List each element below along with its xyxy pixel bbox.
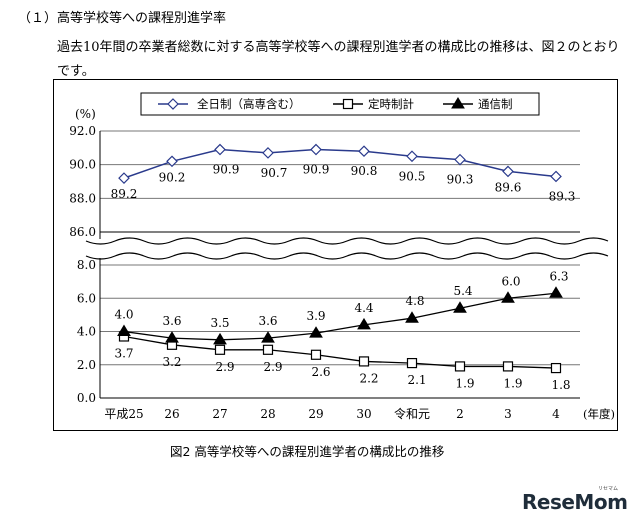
legend-marker — [451, 97, 465, 109]
series-teijisei-point — [502, 361, 514, 372]
series-tsushinsei-point — [165, 331, 179, 343]
series-teijisei-point — [310, 349, 322, 360]
series-zennichisei-data-label: 90.3 — [447, 173, 474, 187]
x-tick-label: 平成25 — [104, 407, 143, 421]
legend-marker — [167, 98, 179, 110]
series-zennichisei-point — [550, 170, 562, 183]
x-tick-label: 令和元 — [394, 406, 430, 421]
series-teijisei-data-label: 3.7 — [114, 346, 133, 360]
x-axis-unit: (年度) — [583, 407, 615, 421]
series-zennichisei-point — [214, 143, 226, 156]
series-zennichisei-data-label: 90.9 — [213, 163, 240, 177]
series-tsushinsei-point — [309, 326, 323, 338]
series-tsushinsei-data-label: 6.3 — [549, 269, 568, 283]
upper-y-tick-label: 92.0 — [69, 124, 96, 138]
legend-label: 通信制 — [478, 97, 513, 111]
lower-y-tick-label: 6.0 — [77, 291, 96, 305]
series-tsushinsei-point — [213, 332, 227, 345]
series-teijisei-data-label: 2.2 — [359, 371, 378, 385]
series-tsushinsei-data-label: 3.9 — [306, 309, 325, 323]
series-tsushinsei-point — [549, 286, 563, 298]
series-zennichisei-data-label: 90.2 — [159, 170, 186, 184]
x-tick-label: 26 — [164, 407, 179, 421]
series-zennichisei-line — [123, 148, 557, 179]
series-teijisei-data-label: 1.9 — [503, 376, 522, 390]
x-tick-label: 29 — [308, 407, 323, 421]
logo-subtext: リセマム — [598, 486, 619, 492]
figure-caption: 図2 高等学校等への課程別進学者の構成比の推移 — [170, 444, 445, 459]
series-teijisei-point — [406, 357, 418, 369]
series-zennichisei-point — [502, 165, 514, 178]
section-heading: （１）高等学校等への課程別進学率 — [18, 11, 227, 26]
series-zennichisei-point — [310, 143, 322, 156]
series-teijisei-line — [123, 335, 557, 369]
series-tsushinsei-data-label: 6.0 — [501, 274, 520, 288]
series-tsushinsei-line — [123, 292, 557, 341]
series-teijisei-point — [214, 344, 226, 355]
series-teijisei-data-label: 1.8 — [551, 378, 570, 392]
upper-y-tick-label: 88.0 — [69, 191, 96, 205]
series-teijisei-point — [454, 361, 466, 372]
series-tsushinsei-data-label: 4.0 — [114, 308, 133, 322]
series-tsushinsei-data-label: 3.6 — [258, 314, 277, 328]
x-tick-label: 27 — [212, 407, 227, 421]
lower-y-tick-label: 8.0 — [77, 258, 96, 272]
series-tsushinsei-point — [453, 301, 467, 313]
lower-y-tick-label: 4.0 — [77, 325, 96, 339]
series-zennichisei-point — [262, 147, 274, 159]
series-tsushinsei-point — [117, 324, 131, 336]
series-teijisei-data-label: 1.9 — [455, 376, 474, 390]
series-zennichisei-point — [406, 150, 418, 163]
series-tsushinsei-data-label: 3.6 — [162, 314, 181, 328]
series-zennichisei-data-label: 89.2 — [111, 187, 138, 201]
lower-y-tick-label: 2.0 — [77, 358, 96, 372]
x-tick-label: 28 — [260, 407, 275, 421]
series-zennichisei-data-label: 90.8 — [351, 164, 378, 178]
series-teijisei-data-label: 3.2 — [162, 355, 181, 369]
chart-frame — [53, 79, 618, 431]
series-teijisei-data-label: 2.9 — [215, 360, 234, 374]
series-tsushinsei-point — [261, 331, 275, 343]
series-zennichisei-point — [118, 172, 130, 184]
series-zennichisei-data-label: 89.3 — [549, 189, 576, 203]
series-teijisei-data-label: 2.1 — [407, 373, 426, 387]
axis-break-wave-top — [85, 237, 609, 245]
series-tsushinsei-data-label: 4.8 — [405, 294, 424, 308]
lower-y-tick-label: 0.0 — [77, 391, 96, 405]
series-teijisei-point — [550, 362, 562, 374]
series-tsushinsei-data-label: 4.4 — [354, 301, 373, 315]
x-tick-label: 30 — [356, 407, 371, 421]
series-tsushinsei-point — [501, 291, 515, 303]
series-zennichisei-data-label: 90.7 — [261, 166, 288, 180]
x-tick-label: 3 — [504, 407, 512, 421]
series-zennichisei-data-label: 90.9 — [303, 163, 330, 177]
series-zennichisei-data-label: 90.5 — [399, 169, 426, 183]
series-tsushinsei-point — [357, 317, 371, 330]
series-teijisei-point — [262, 344, 274, 355]
series-zennichisei-point — [454, 153, 466, 166]
description-paragraph: 過去10年間の卒業者総数に対する高等学校等への課程別進学者の構成比の推移は、図２… — [57, 40, 620, 79]
x-tick-label: 2 — [456, 407, 464, 421]
upper-y-tick-label: 90.0 — [69, 158, 96, 172]
series-tsushinsei-point — [405, 311, 419, 323]
axis-break-fill — [68, 238, 608, 259]
legend-marker — [342, 98, 354, 110]
legend-label: 全日制（高専含む） — [197, 97, 301, 111]
axis-break-wave-bottom — [85, 252, 609, 260]
series-tsushinsei-data-label: 5.4 — [453, 284, 472, 298]
resemom-logo: ReseMom リセマム — [522, 486, 628, 514]
series-zennichisei-data-label: 89.6 — [495, 180, 522, 194]
series-teijisei-point — [358, 356, 370, 367]
x-tick-label: 4 — [552, 407, 560, 421]
legend-label: 定時制計 — [368, 97, 414, 111]
series-teijisei-data-label: 2.6 — [311, 365, 330, 379]
series-teijisei-data-label: 2.9 — [263, 360, 282, 374]
series-zennichisei-point — [358, 145, 370, 158]
series-zennichisei-point — [166, 155, 178, 168]
upper-y-tick-label: 86.0 — [69, 225, 96, 239]
series-tsushinsei-data-label: 3.5 — [210, 316, 229, 330]
logo-text: ReseMom — [522, 490, 628, 514]
y-axis-unit: (%) — [75, 107, 96, 121]
